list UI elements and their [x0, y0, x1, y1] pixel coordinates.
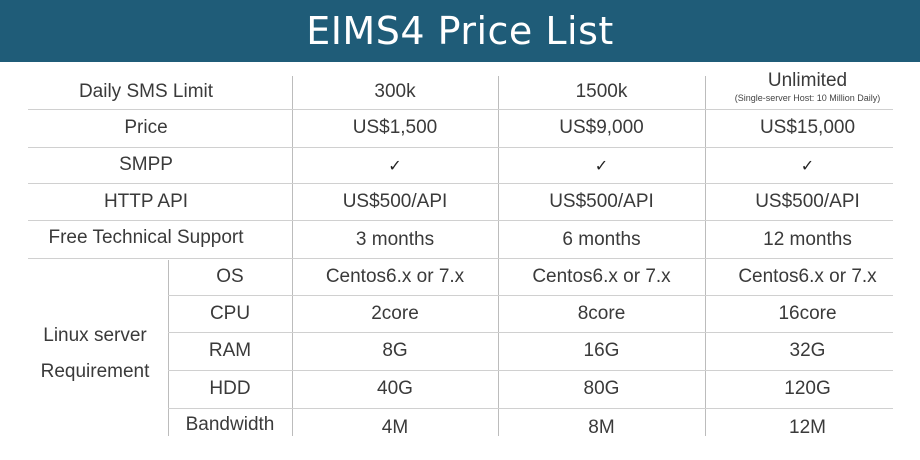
ram-value-1: 8G	[382, 340, 408, 361]
http-api-value-3: US$500/API	[755, 190, 860, 212]
row-divider	[168, 370, 893, 371]
sub-label-os: OS	[216, 265, 244, 287]
price-table: Daily SMS Limit 300k 1500k Unlimited (Si…	[0, 62, 920, 460]
row-divider	[28, 220, 893, 221]
cpu-value-2: 8core	[577, 302, 626, 324]
daily-sms-value-1: 300k	[374, 81, 416, 102]
ram-value-3: 32G	[789, 340, 826, 361]
sub-label-hdd: HDD	[209, 378, 251, 399]
linux-label-line-2: Requirement	[40, 361, 150, 382]
linux-label-line-1: Linux server	[43, 325, 147, 346]
column-divider	[292, 76, 293, 436]
daily-sms-value-2: 1500k	[575, 81, 628, 102]
support-value-2: 6 months	[562, 229, 641, 250]
sub-label-ram: RAM	[208, 340, 252, 361]
row-divider	[168, 408, 893, 409]
row-divider	[168, 295, 893, 296]
row-divider	[28, 183, 893, 184]
daily-sms-value-3-main: Unlimited	[767, 69, 848, 91]
hdd-value-3: 120G	[784, 378, 831, 399]
row-label-http-api: HTTP API	[103, 190, 189, 212]
page-title: EIMS4 Price List	[306, 9, 614, 53]
support-value-1: 3 months	[355, 229, 435, 250]
cpu-value-1: 2core	[371, 302, 419, 324]
row-label-price: Price	[124, 117, 168, 138]
bandwidth-value-3: 12M	[789, 417, 826, 438]
daily-sms-note: (Single-server Host: 10 Million Daily)	[734, 92, 881, 103]
column-divider	[498, 76, 499, 436]
hdd-value-2: 80G	[583, 378, 620, 399]
daily-sms-value-3: Unlimited (Single-server Host: 10 Millio…	[705, 64, 910, 110]
price-value-3: US$15,000	[759, 117, 856, 138]
row-divider	[28, 109, 893, 110]
row-label-smpp: SMPP	[119, 154, 173, 175]
cpu-value-3: 16core	[778, 302, 837, 324]
price-value-1: US$1,500	[352, 117, 438, 138]
support-value-3: 12 months	[763, 229, 852, 250]
linux-requirement-label: Linux server Requirement	[20, 316, 170, 392]
os-value-2: Centos6.x or 7.x	[532, 265, 671, 287]
sub-label-bandwidth: Bandwidth	[185, 414, 275, 435]
row-label-support: Free Technical Support	[48, 227, 244, 248]
column-divider	[705, 76, 706, 436]
row-divider	[28, 258, 893, 259]
row-label-daily-sms: Daily SMS Limit	[78, 81, 214, 102]
check-icon: ✓	[594, 155, 609, 175]
os-value-3: Centos6.x or 7.x	[738, 265, 877, 287]
bandwidth-value-1: 4M	[381, 417, 409, 438]
bandwidth-value-2: 8M	[588, 417, 615, 438]
title-banner: EIMS4 Price List	[0, 0, 920, 62]
row-divider	[28, 147, 893, 148]
check-icon: ✓	[800, 155, 815, 175]
price-value-2: US$9,000	[559, 117, 644, 138]
check-icon: ✓	[388, 155, 402, 175]
row-divider	[168, 332, 893, 333]
sub-label-cpu: CPU	[209, 302, 251, 324]
http-api-value-2: US$500/API	[549, 190, 654, 212]
ram-value-2: 16G	[583, 340, 620, 361]
hdd-value-1: 40G	[377, 378, 413, 399]
os-value-1: Centos6.x or 7.x	[325, 265, 465, 287]
column-divider	[168, 260, 169, 436]
http-api-value-1: US$500/API	[342, 190, 448, 212]
